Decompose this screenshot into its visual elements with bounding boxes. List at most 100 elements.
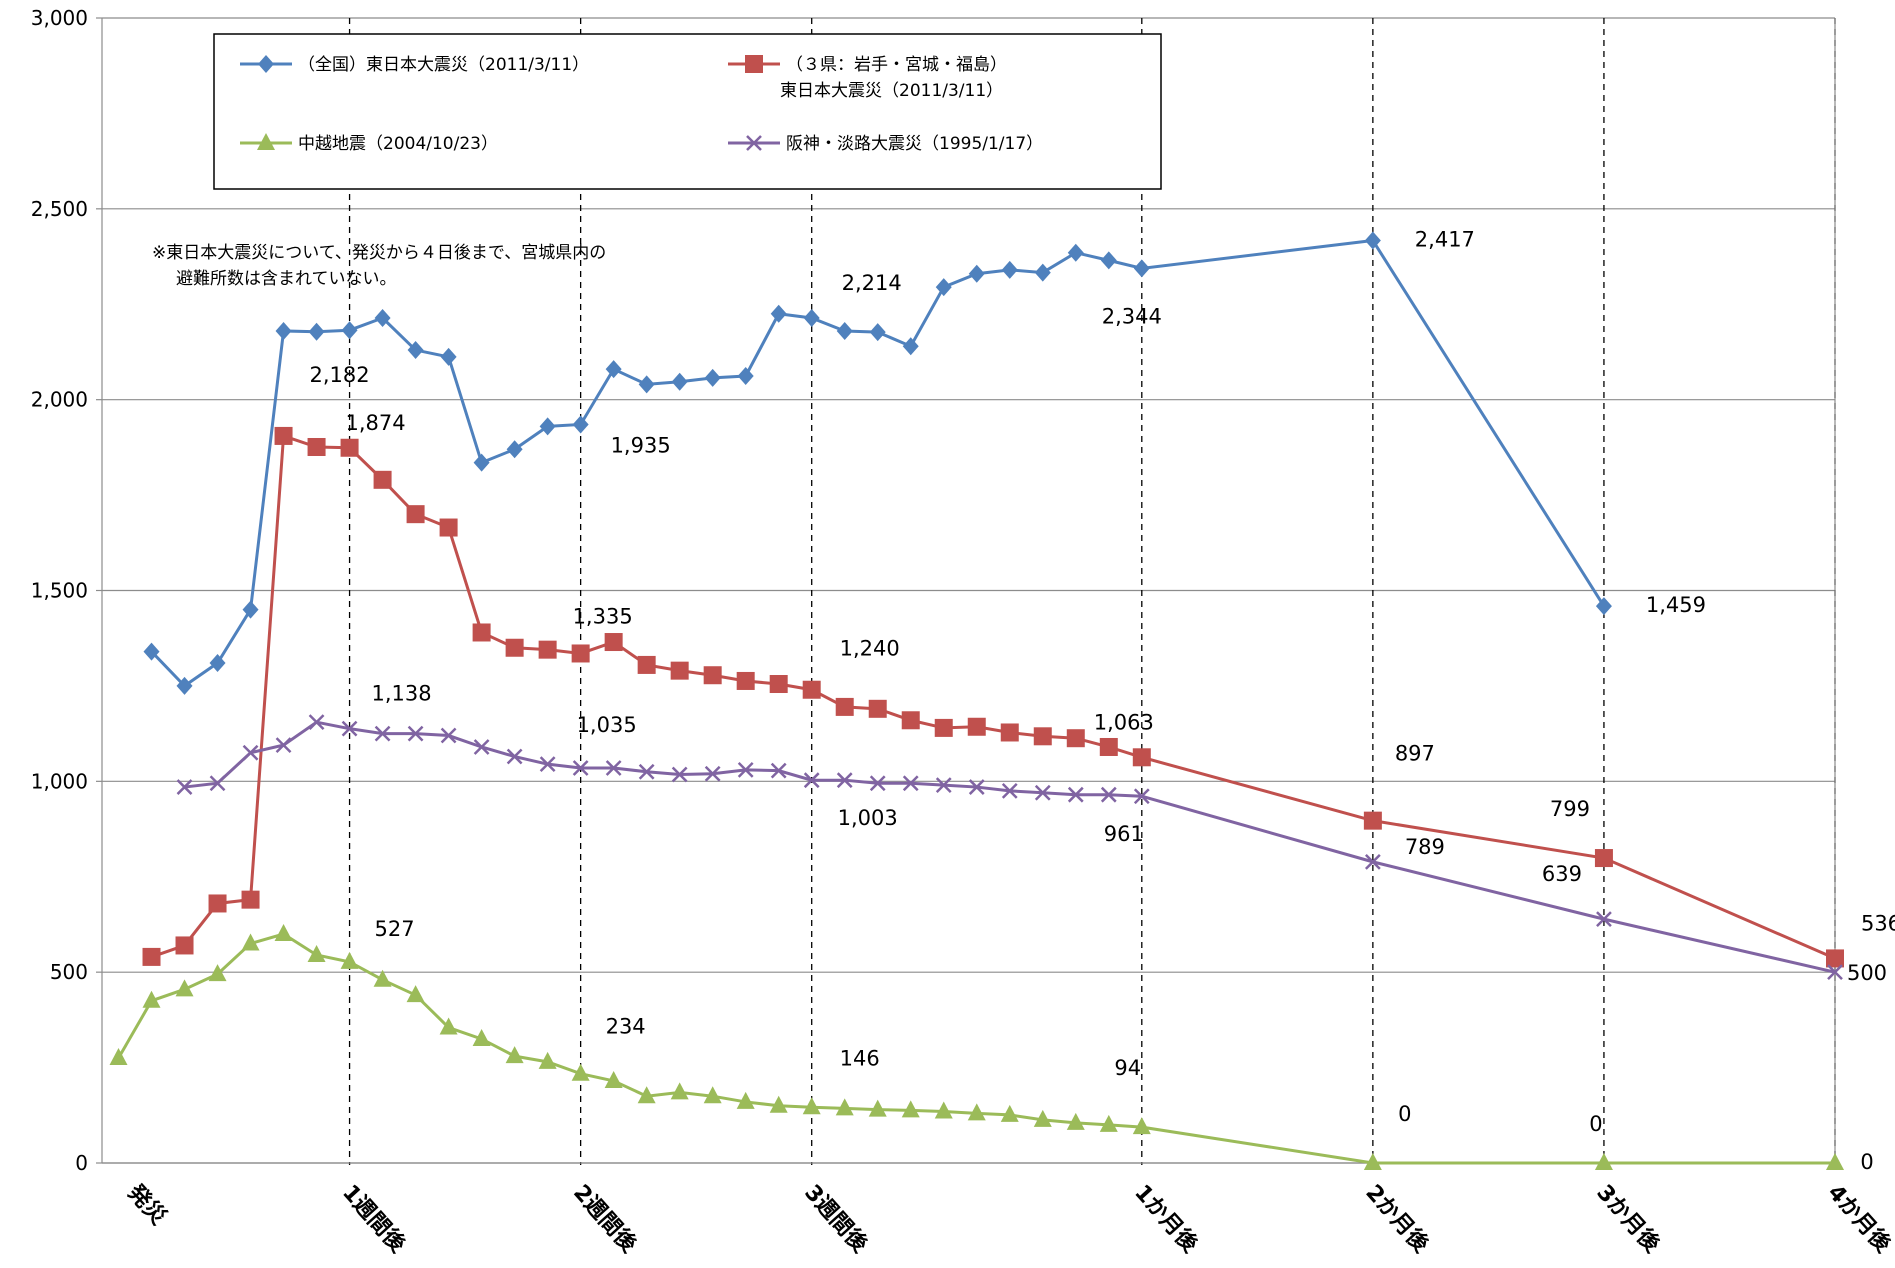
x-tick-label: 2か月後: [1360, 1180, 1434, 1259]
data-point-square: [1000, 723, 1019, 742]
data-label: 961: [1104, 822, 1144, 846]
data-point-x: [374, 725, 391, 742]
legend-entry: （３県：岩手・宮城・福島） 東日本大震災（2011/3/11）: [728, 55, 1007, 101]
x-tick-label: 3か月後: [1591, 1180, 1665, 1259]
series-line: [117, 932, 1835, 1165]
data-point-x: [242, 744, 259, 761]
data-point-triangle: [802, 1097, 821, 1115]
data-point-x: [638, 763, 655, 780]
data-point-triangle: [538, 1051, 557, 1069]
legend-entry: 中越地震（2004/10/23）: [240, 133, 498, 154]
data-point-triangle: [571, 1063, 590, 1081]
data-point-square: [406, 505, 425, 524]
data-point-diamond: [638, 375, 655, 394]
data-point-square: [274, 426, 293, 445]
data-point-square: [175, 936, 194, 955]
data-point-x: [539, 756, 556, 773]
data-point-triangle: [1132, 1117, 1151, 1135]
data-point-diamond: [704, 368, 721, 387]
data-point-x: [1001, 782, 1018, 799]
data-point-triangle: [1033, 1109, 1052, 1127]
dashed-period-lines: [348, 18, 1836, 1165]
data-point-triangle: [175, 979, 194, 997]
data-point-triangle: [472, 1028, 491, 1046]
legend-label: 東日本大震災（2011/3/11）: [780, 81, 1003, 101]
data-point-x: [770, 762, 787, 779]
data-point-diamond: [1034, 263, 1051, 282]
data-point-diamond: [869, 323, 886, 342]
data-point-diamond: [671, 372, 688, 391]
series-2: [109, 924, 1844, 1170]
data-point-x: [836, 772, 853, 789]
y-tick-label: 0: [75, 1151, 88, 1175]
data-point-diamond: [572, 415, 589, 434]
data-label: 2,182: [310, 363, 370, 387]
data-label: 1,335: [573, 604, 633, 628]
data-point-diamond: [374, 308, 391, 327]
note-line: 避難所数は含まれていない。: [176, 269, 397, 289]
data-point-square: [373, 470, 392, 489]
data-point-square: [571, 644, 590, 663]
y-tick-label: 500: [50, 960, 88, 984]
data-point-triangle: [670, 1082, 689, 1100]
data-labels: 2,182 1,935 2,214 2,344 2,417 1,459 1,874 1,335…: [310, 228, 1895, 1174]
y-tick-label: 2,500: [31, 197, 88, 221]
data-point-square: [934, 718, 953, 737]
data-point-square: [1066, 729, 1085, 748]
x-tick-label: 4か月後: [1823, 1180, 1895, 1259]
data-point-square: [835, 697, 854, 716]
grid-lines: [96, 17, 1835, 1164]
data-point-x: [473, 739, 490, 755]
data-point-square: [1033, 727, 1052, 746]
data-point-x: [803, 772, 820, 789]
data-point-x: [1067, 786, 1084, 803]
data-point-triangle: [373, 969, 392, 987]
data-point-triangle: [1066, 1112, 1085, 1130]
data-label: 1,003: [838, 806, 898, 830]
data-label: 639: [1542, 862, 1582, 886]
data-point-square: [505, 638, 524, 657]
data-label: 1,874: [346, 411, 406, 435]
y-axis-tick-labels: 0 500 1,000 1,500 2,000 2,500 3,000: [31, 6, 88, 1175]
data-label: 0: [1398, 1102, 1411, 1126]
data-point-triangle: [274, 924, 293, 941]
series-line: [150, 238, 1606, 688]
data-point-x: [440, 727, 457, 744]
data-point-triangle: [1363, 1153, 1382, 1170]
data-point-x: [341, 720, 358, 737]
data-point-square: [1826, 949, 1844, 968]
data-point-diamond: [968, 264, 985, 283]
data-point-square: [769, 675, 788, 694]
data-point-diamond: [902, 337, 919, 356]
data-point-square: [604, 633, 623, 652]
data-point-x: [1364, 853, 1381, 870]
data-point-x: [308, 714, 325, 731]
data-label: 1,935: [611, 433, 671, 457]
data-label: 234: [606, 1015, 646, 1039]
y-tick-label: 1,500: [31, 579, 88, 603]
data-point-diamond: [143, 642, 160, 661]
data-label: 1,063: [1094, 710, 1154, 734]
data-point-triangle: [307, 944, 326, 962]
legend: （全国）東日本大震災（2011/3/11） （３県：岩手・宮城・福島） 東日本大震災…: [213, 33, 1162, 190]
data-point-x: [704, 765, 721, 782]
data-point-triangle: [736, 1091, 755, 1109]
x-tick-label: 1か月後: [1129, 1180, 1203, 1259]
data-label: 2,214: [842, 271, 902, 295]
data-point-x: [275, 737, 292, 753]
data-point-square: [802, 680, 821, 699]
data-point-diamond: [209, 654, 226, 673]
data-point-square: [745, 55, 763, 73]
data-point-x: [737, 761, 754, 778]
data-label: 799: [1550, 797, 1590, 821]
data-point-diamond: [803, 308, 820, 327]
data-point-x: [968, 779, 985, 795]
data-label: 1,138: [372, 682, 432, 706]
data-point-diamond: [1067, 243, 1084, 262]
data-point-triangle: [241, 933, 260, 951]
data-point-square: [241, 890, 260, 909]
y-tick-label: 3,000: [31, 6, 88, 30]
note-line: ※東日本大震災について、発災から４日後まで、宮城県内の: [152, 243, 606, 263]
data-point-triangle: [340, 951, 359, 969]
